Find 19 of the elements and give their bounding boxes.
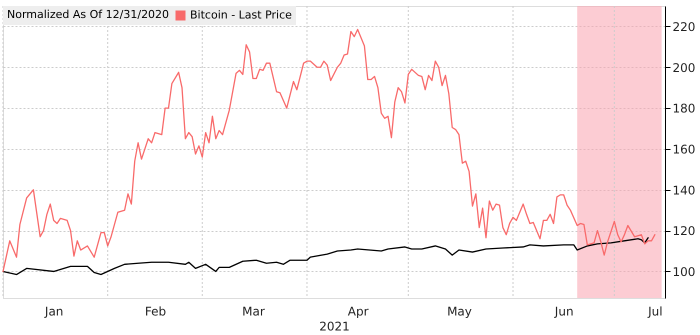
x-tick-label: Jul — [647, 304, 663, 318]
y-tick-label: 180 — [672, 102, 696, 116]
x-axis-title: 2021 — [319, 320, 350, 334]
line-series — [2, 28, 656, 272]
legend-title: Normalized As Of 12/31/2020 — [7, 8, 170, 21]
y-tick-label: 100 — [672, 264, 696, 279]
x-tick-label: May — [447, 304, 472, 318]
x-tick-label: Jan — [44, 304, 64, 318]
x-tick-label: Feb — [144, 304, 166, 318]
x-tick-label: Mar — [242, 304, 265, 318]
y-tick-label: 160 — [672, 142, 696, 156]
line-series — [2, 237, 649, 276]
legend-label: Bitcoin - Last Price — [190, 8, 292, 22]
x-tick-label: Apr — [348, 304, 369, 318]
y-tick-label: 220 — [672, 20, 696, 34]
x-tick-label: Jun — [554, 304, 574, 318]
y-tick-label: 140 — [672, 183, 696, 198]
y-tick-label: 120 — [672, 224, 696, 238]
y-tick-label: 200 — [672, 60, 696, 75]
